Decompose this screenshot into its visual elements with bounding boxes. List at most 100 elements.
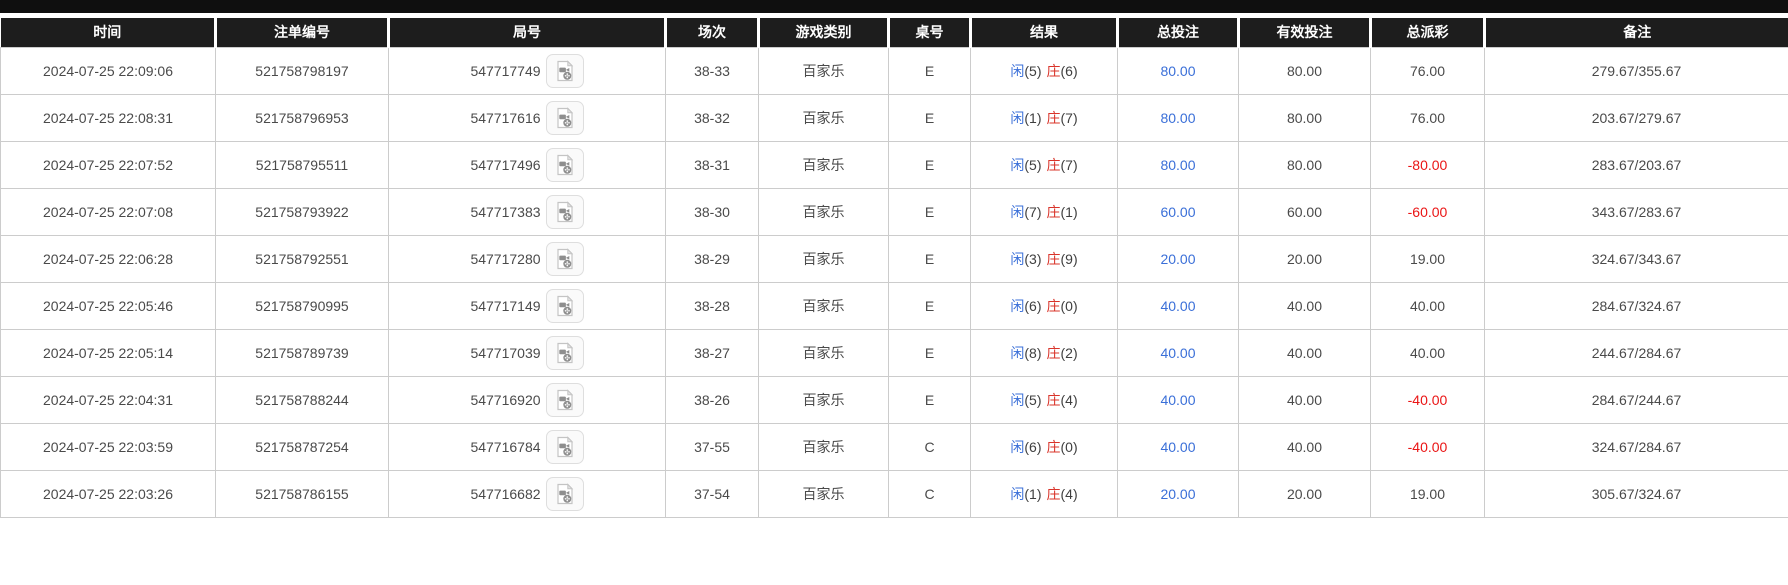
cell-remark: 244.67/284.67 [1484, 328, 1788, 377]
video-replay-button[interactable] [545, 476, 584, 511]
table-body: 2024-07-25 22:09:06 521758798197 547717749… [0, 46, 1788, 518]
cell-round-id: 547717383 [388, 187, 666, 236]
cell-total-bet-link[interactable]: 40.00 [1117, 328, 1239, 377]
cell-total-bet-link[interactable]: 40.00 [1117, 281, 1239, 330]
top-bar [0, 0, 1788, 13]
cell-session: 38-30 [665, 187, 759, 236]
round-id-text: 547717280 [470, 250, 541, 267]
col-header-remark: 备注 [1483, 18, 1788, 47]
result-banker-score: (0) [1060, 438, 1078, 455]
cell-round-id: 547717616 [388, 93, 666, 142]
result-banker-score: (6) [1060, 62, 1078, 79]
cell-remark: 324.67/343.67 [1484, 234, 1788, 283]
video-replay-icon [556, 247, 573, 269]
cell-game-type: 百家乐 [758, 140, 889, 189]
cell-payout: 40.00 [1370, 328, 1485, 377]
result-player-score: (6) [1024, 438, 1042, 455]
col-header-session: 场次 [664, 18, 759, 47]
cell-result: 闲(5) 庄(4) [970, 375, 1118, 424]
cell-time: 2024-07-25 22:03:26 [0, 469, 216, 518]
cell-result: 闲(1) 庄(7) [970, 93, 1118, 142]
video-replay-button[interactable] [545, 382, 584, 417]
cell-table-no: E [888, 328, 971, 377]
result-banker-score: (9) [1060, 250, 1078, 267]
round-cell: 547717749 [393, 53, 661, 88]
cell-session: 38-31 [665, 140, 759, 189]
table-header-row: 时间 注单编号 局号 场次 游戏类别 桌号 结果 总投注 有效投注 总派彩 备注 [0, 18, 1788, 47]
cell-game-type: 百家乐 [758, 469, 889, 518]
table-row: 2024-07-25 22:05:46 521758790995 547717149… [0, 281, 1788, 330]
cell-bet-id: 521758788244 [215, 375, 389, 424]
cell-time: 2024-07-25 22:04:31 [0, 375, 216, 424]
cell-result: 闲(8) 庄(2) [970, 328, 1118, 377]
video-replay-icon [556, 388, 573, 410]
cell-game-type: 百家乐 [758, 234, 889, 283]
cell-total-bet-link[interactable]: 60.00 [1117, 187, 1239, 236]
cell-game-type: 百家乐 [758, 93, 889, 142]
cell-game-type: 百家乐 [758, 281, 889, 330]
cell-table-no: C [888, 422, 971, 471]
cell-round-id: 547717280 [388, 234, 666, 283]
cell-game-type: 百家乐 [758, 187, 889, 236]
video-replay-button[interactable] [545, 241, 584, 276]
round-cell: 547717616 [393, 100, 661, 135]
cell-bet-id: 521758789739 [215, 328, 389, 377]
video-replay-button[interactable] [545, 53, 584, 88]
video-replay-button[interactable] [545, 147, 584, 182]
table-row: 2024-07-25 22:03:59 521758787254 547716784… [0, 422, 1788, 471]
video-replay-icon [556, 482, 573, 504]
cell-valid-bet: 80.00 [1238, 46, 1371, 95]
video-replay-button[interactable] [545, 335, 584, 370]
round-cell: 547717496 [393, 147, 661, 182]
table-row: 2024-07-25 22:07:52 521758795511 547717496… [0, 140, 1788, 189]
result-banker-label: 庄 [1046, 485, 1061, 502]
cell-total-bet-link[interactable]: 20.00 [1117, 469, 1239, 518]
table-row: 2024-07-25 22:04:31 521758788244 547716920… [0, 375, 1788, 424]
cell-valid-bet: 40.00 [1238, 281, 1371, 330]
result-banker-label: 庄 [1046, 250, 1061, 267]
cell-time: 2024-07-25 22:07:08 [0, 187, 216, 236]
video-replay-icon [556, 435, 573, 457]
bet-records-table: 时间 注单编号 局号 场次 游戏类别 桌号 结果 总投注 有效投注 总派彩 备注… [0, 18, 1788, 518]
video-replay-button[interactable] [545, 194, 584, 229]
cell-session: 38-27 [665, 328, 759, 377]
col-header-table-no: 桌号 [887, 18, 971, 47]
cell-bet-id: 521758790995 [215, 281, 389, 330]
cell-total-bet-link[interactable]: 80.00 [1117, 140, 1239, 189]
cell-total-bet-link[interactable]: 80.00 [1117, 93, 1239, 142]
result-player-score: (7) [1024, 203, 1042, 220]
cell-total-bet-link[interactable]: 20.00 [1117, 234, 1239, 283]
cell-total-bet-link[interactable]: 40.00 [1117, 375, 1239, 424]
cell-total-bet-link[interactable]: 40.00 [1117, 422, 1239, 471]
result-player-score: (1) [1024, 109, 1042, 126]
video-replay-button[interactable] [545, 429, 584, 464]
cell-round-id: 547717149 [388, 281, 666, 330]
result-player-score: (5) [1024, 391, 1042, 408]
round-cell: 547716784 [393, 429, 661, 464]
round-cell: 547717149 [393, 288, 661, 323]
table-row: 2024-07-25 22:07:08 521758793922 547717383… [0, 187, 1788, 236]
cell-table-no: E [888, 93, 971, 142]
cell-total-bet-link[interactable]: 80.00 [1117, 46, 1239, 95]
cell-result: 闲(7) 庄(1) [970, 187, 1118, 236]
result-banker-score: (4) [1060, 485, 1078, 502]
cell-payout: -80.00 [1370, 140, 1485, 189]
cell-remark: 284.67/324.67 [1484, 281, 1788, 330]
result-banker-score: (4) [1060, 391, 1078, 408]
video-replay-button[interactable] [545, 100, 584, 135]
cell-round-id: 547716920 [388, 375, 666, 424]
cell-round-id: 547717496 [388, 140, 666, 189]
result-player-score: (8) [1024, 344, 1042, 361]
cell-valid-bet: 20.00 [1238, 469, 1371, 518]
round-id-text: 547716784 [470, 438, 541, 455]
col-header-total-bet: 总投注 [1116, 18, 1239, 47]
cell-session: 38-32 [665, 93, 759, 142]
video-replay-icon [556, 341, 573, 363]
cell-round-id: 547716682 [388, 469, 666, 518]
round-cell: 547717383 [393, 194, 661, 229]
result-banker-label: 庄 [1046, 203, 1061, 220]
video-replay-button[interactable] [545, 288, 584, 323]
table-row: 2024-07-25 22:05:14 521758789739 547717039… [0, 328, 1788, 377]
result-banker-label: 庄 [1046, 438, 1061, 455]
cell-payout: 76.00 [1370, 46, 1485, 95]
